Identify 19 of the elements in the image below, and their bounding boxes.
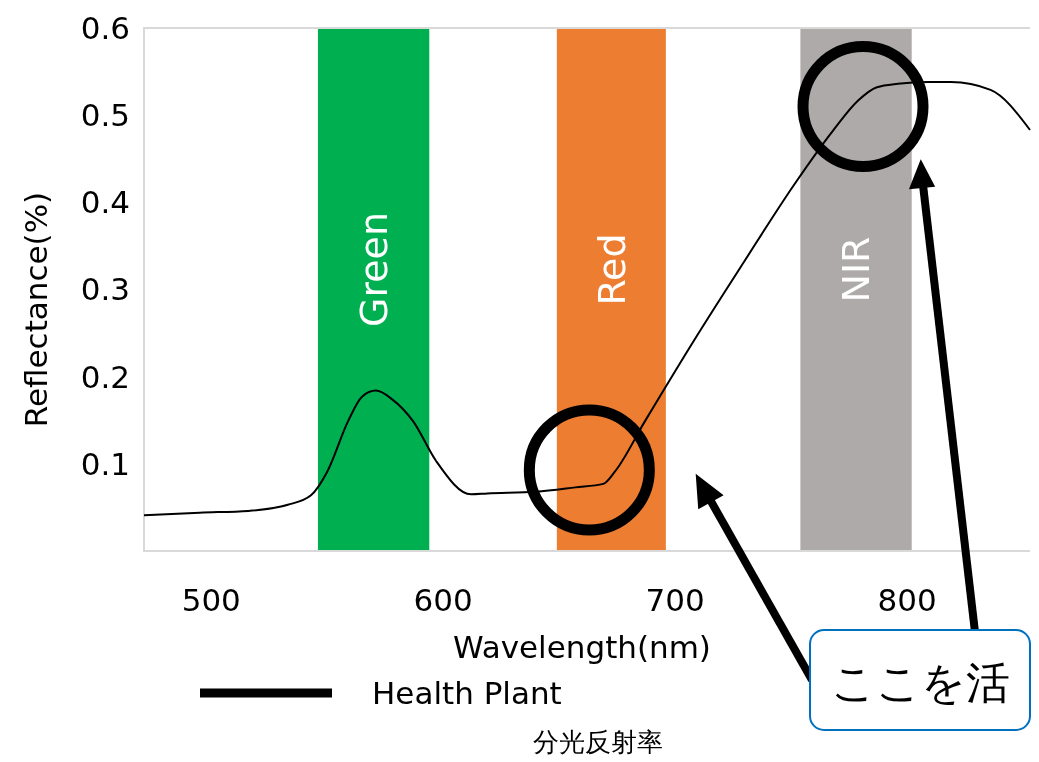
- y-axis-title: Reflectance(%): [17, 191, 54, 428]
- x-tick-label: 700: [645, 581, 705, 618]
- band-label: Red: [589, 233, 634, 306]
- x-tick-label: 800: [877, 581, 937, 618]
- x-tick-label: 600: [413, 581, 473, 618]
- text: ここを活: [830, 657, 1010, 709]
- y-tick-label: 0.4: [80, 184, 130, 221]
- y-tick-label: 0.3: [80, 271, 130, 308]
- text: 分光反射率: [533, 727, 663, 758]
- y-tick-label: 0.5: [80, 97, 130, 134]
- x-axis-title: Wavelength(nm): [453, 628, 711, 665]
- band-label: NIR: [834, 236, 879, 303]
- band-label: Green: [351, 211, 396, 328]
- legend-label: Health Plant: [372, 674, 562, 711]
- y-tick-label: 0.2: [80, 358, 130, 395]
- y-tick-label: 0.6: [80, 9, 130, 46]
- x-tick-label: 500: [181, 581, 241, 618]
- y-tick-label: 0.1: [80, 445, 130, 482]
- line-series: [143, 81, 1031, 517]
